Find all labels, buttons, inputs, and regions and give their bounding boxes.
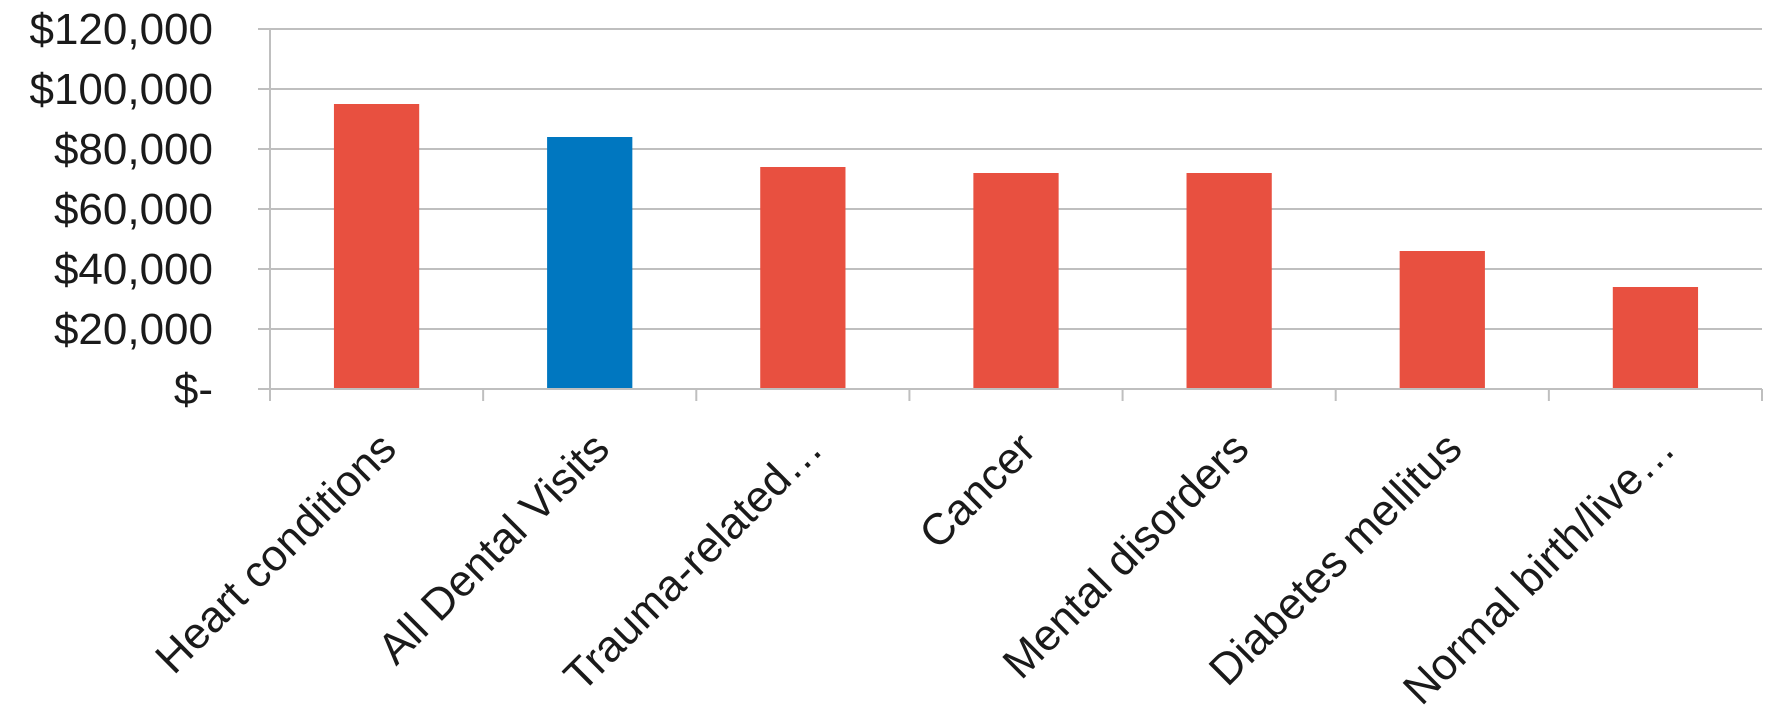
y-tick-label: $60,000 [54, 185, 213, 234]
category-label: All Dental Visits [369, 423, 619, 673]
x-axis [258, 28, 1763, 401]
y-tick-label: $100,000 [29, 65, 213, 114]
y-tick-label: $120,000 [29, 5, 213, 54]
y-tick-label: $20,000 [54, 305, 213, 354]
y-tick-label: $- [174, 365, 213, 414]
bar [1186, 173, 1272, 389]
bar [333, 104, 420, 389]
bar [547, 137, 633, 389]
y-tick-label: $40,000 [54, 245, 213, 294]
bar [760, 167, 846, 389]
bar [973, 173, 1059, 389]
y-tick-label: $80,000 [54, 125, 213, 174]
category-label: Cancer [910, 423, 1045, 558]
category-label: Heart conditions [146, 423, 405, 682]
bars [333, 104, 1699, 389]
y-tick-labels: $- $20,000 $40,000 $60,000 $80,000 $100,000 $1… [29, 5, 213, 414]
bar [1612, 287, 1699, 389]
bar [1399, 251, 1485, 389]
